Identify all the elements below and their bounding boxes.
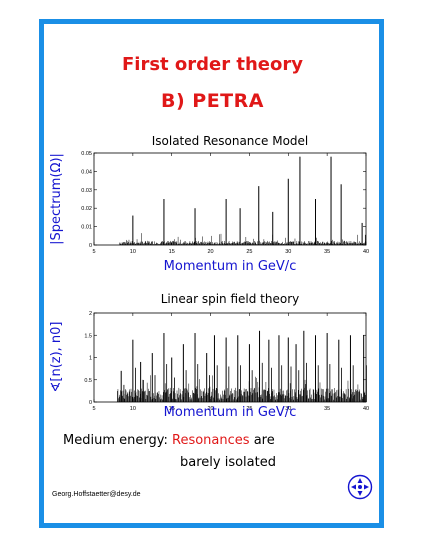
x-tick-label: 35 (324, 406, 330, 412)
chart-1: Isolated Resonance Model 5 10 15 20 25 30 35 40 0… (49, 134, 369, 274)
x-tick-label: 40 (363, 406, 369, 412)
caption-prefix: Medium energy: (63, 433, 168, 448)
x-tick-label: 5 (92, 406, 95, 412)
x-tick-label: 10 (130, 249, 136, 255)
caption-highlight: Resonances (172, 433, 250, 448)
caption-line-1: Medium energy: Resonances are (63, 433, 275, 448)
y-tick-label: 0 (89, 400, 92, 406)
slide-frame (39, 19, 384, 528)
x-tick-label: 20 (208, 406, 214, 412)
slide-title: First order theory (121, 54, 303, 75)
y-tick-label: 1.5 (84, 333, 92, 339)
x-tick-label: 40 (363, 249, 369, 255)
x-tick-label: 30 (285, 406, 291, 412)
y-tick-label: 2 (89, 311, 92, 317)
y-tick-label: 0 (89, 243, 92, 249)
caption-line-2: barely isolated (180, 455, 276, 470)
y-tick-label: 1 (89, 356, 92, 362)
chart-title: Isolated Resonance Model (152, 134, 309, 148)
author-email: Georg.Hoffstaetter@desy.de (52, 491, 141, 498)
spectrum-fine-structure (119, 233, 367, 245)
x-axis-label: Momentum in GeV/c (164, 259, 297, 274)
plot-area (93, 152, 367, 246)
y-tick-label: 0.03 (81, 188, 92, 194)
x-axis-label: Momentum in GeV/c (164, 405, 297, 420)
plot-area (93, 312, 367, 403)
y-tick-label: 0.04 (81, 169, 92, 175)
x-tick-label: 25 (246, 249, 252, 255)
caption-suffix: are (253, 433, 275, 448)
y-axis-label: ∢[n(z), n0] (49, 321, 64, 392)
y-tick-label: 0.5 (84, 378, 92, 384)
x-tick-label: 15 (169, 249, 175, 255)
y-tick-label: 0.05 (81, 151, 92, 157)
x-tick-label: 10 (130, 406, 136, 412)
y-tick-label: 0.02 (81, 206, 92, 212)
x-tick-label: 30 (285, 249, 291, 255)
y-tick-label: 0.01 (81, 225, 92, 231)
x-tick-label: 15 (169, 406, 175, 412)
slide-subtitle: B) PETRA (161, 90, 264, 112)
x-tick-label: 5 (92, 249, 95, 255)
x-tick-label: 20 (208, 249, 214, 255)
y-axis-label: |Spectrum(Ω)| (49, 153, 64, 245)
desy-logo-icon (347, 474, 373, 500)
x-tick-label: 35 (324, 249, 330, 255)
x-tick-label: 25 (246, 406, 252, 412)
chart-title: Linear spin field theory (161, 292, 300, 306)
